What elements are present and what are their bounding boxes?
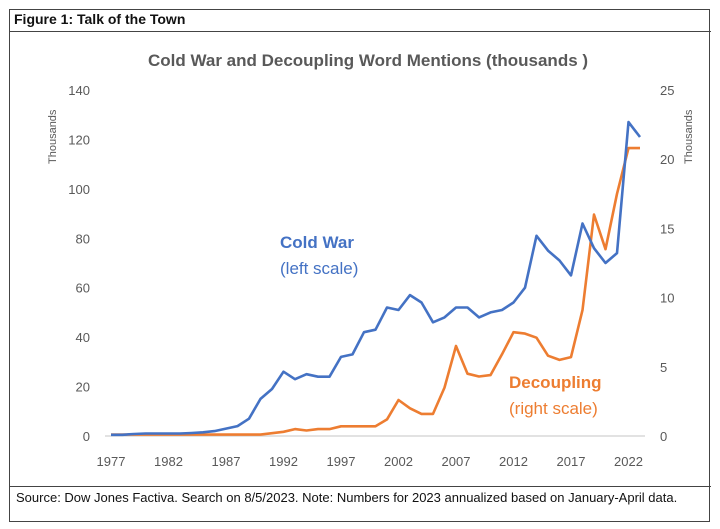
right-axis-label: Thousands	[683, 109, 695, 164]
title-divider	[9, 31, 711, 32]
x-tick-label: 1982	[154, 454, 183, 469]
cold-war-series-line	[111, 120, 642, 437]
right-tick-label: 20	[660, 152, 674, 167]
left-tick-label: 140	[68, 83, 90, 98]
x-tick-label: 1992	[269, 454, 298, 469]
figure-frame	[9, 9, 710, 522]
x-tick-label: 2012	[499, 454, 528, 469]
left-tick-label: 80	[76, 231, 90, 246]
cold-war-sublabel: (left scale)	[280, 259, 358, 278]
x-tick-label: 2022	[614, 454, 643, 469]
chart-title: Cold War and Decoupling Word Mentions (t…	[148, 51, 588, 70]
right-tick-label: 0	[660, 429, 667, 444]
left-tick-label: 0	[83, 429, 90, 444]
x-tick-label: 1977	[97, 454, 126, 469]
left-tick-label: 100	[68, 182, 90, 197]
right-tick-label: 10	[660, 291, 674, 306]
left-tick-label: 120	[68, 132, 90, 147]
source-note: Source: Dow Jones Factiva. Search on 8/5…	[16, 490, 678, 505]
right-tick-label: 15	[660, 221, 674, 236]
left-axis-label: Thousands	[47, 109, 59, 164]
left-tick-label: 20	[76, 380, 90, 395]
x-tick-label: 1997	[327, 454, 356, 469]
left-tick-label: 60	[76, 281, 90, 296]
footer-divider	[9, 486, 711, 487]
left-tick-label: 40	[76, 330, 90, 345]
right-tick-label: 5	[660, 360, 667, 375]
figure-title: Figure 1: Talk of the Town	[14, 11, 186, 27]
decoupling-series-line	[111, 146, 640, 436]
right-tick-label: 25	[660, 83, 674, 98]
x-tick-label: 2002	[384, 454, 413, 469]
x-tick-label: 2007	[442, 454, 471, 469]
x-tick-label: 1987	[212, 454, 241, 469]
cold-war-label: Cold War	[280, 233, 354, 252]
decoupling-sublabel: (right scale)	[509, 399, 598, 418]
x-tick-label: 2017	[557, 454, 586, 469]
decoupling-label: Decoupling	[509, 373, 602, 392]
